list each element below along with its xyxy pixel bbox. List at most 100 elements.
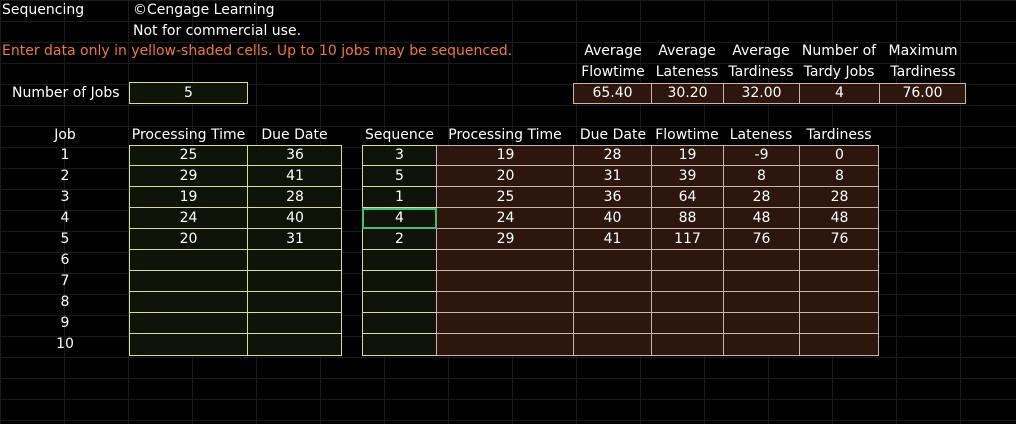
job-number: 4 xyxy=(60,210,70,226)
output-proc-cell[interactable]: 25 xyxy=(437,187,574,208)
output-proc-cell[interactable] xyxy=(437,271,574,292)
output-proc-cell[interactable]: 20 xyxy=(437,166,574,187)
avg-flowtime-value[interactable]: 65.40 xyxy=(573,83,652,104)
avg-lateness-value[interactable]: 30.20 xyxy=(651,83,724,104)
num-jobs-input[interactable]: 5 xyxy=(129,82,248,104)
output-due-cell[interactable] xyxy=(574,292,651,313)
input-proc-cell[interactable] xyxy=(129,250,248,271)
flowtime-cell[interactable] xyxy=(652,292,723,313)
input-proc-cell[interactable]: 25 xyxy=(129,145,248,166)
output-due-cell[interactable]: 40 xyxy=(574,208,651,229)
sequence-cell[interactable]: 4 xyxy=(362,208,437,229)
output-proc-cell[interactable] xyxy=(437,292,574,313)
job-header: Job xyxy=(54,127,76,143)
output-due-cell[interactable] xyxy=(574,334,651,355)
sequence-cell[interactable] xyxy=(362,334,437,355)
flowtime-cell[interactable] xyxy=(652,334,723,355)
tardiness-cell[interactable] xyxy=(800,250,879,271)
lateness-cell[interactable] xyxy=(724,334,799,355)
sequence-cell[interactable]: 5 xyxy=(362,166,437,187)
max-tardiness-value[interactable]: 76.00 xyxy=(879,83,966,104)
tardiness-cell[interactable]: 76 xyxy=(800,229,879,250)
lateness-cell[interactable]: -9 xyxy=(724,145,799,166)
tardiness-cell[interactable]: 0 xyxy=(800,145,879,166)
job-number: 9 xyxy=(60,315,70,331)
flowtime-cell[interactable]: 88 xyxy=(652,208,723,229)
output-proc-cell[interactable] xyxy=(437,250,574,271)
flowtime-cell[interactable] xyxy=(652,271,723,292)
output-proc-cell[interactable] xyxy=(437,313,574,334)
flowtime-cell[interactable]: 19 xyxy=(652,145,723,166)
sequence-cell[interactable] xyxy=(362,313,437,334)
input-due-cell[interactable] xyxy=(248,292,342,313)
lateness-cell[interactable] xyxy=(724,313,799,334)
sequence-cell[interactable]: 1 xyxy=(362,187,437,208)
input-due-cell[interactable]: 31 xyxy=(248,229,342,250)
stat-header-line2: Tardiness xyxy=(728,64,794,80)
lateness-cell[interactable]: 76 xyxy=(724,229,799,250)
output-proc-cell[interactable] xyxy=(437,334,574,355)
tardiness-cell[interactable]: 28 xyxy=(800,187,879,208)
input-proc-cell[interactable]: 24 xyxy=(129,208,248,229)
output-due-cell[interactable]: 31 xyxy=(574,166,651,187)
input-proc-header: Processing Time xyxy=(131,127,246,143)
input-proc-cell[interactable]: 20 xyxy=(129,229,248,250)
sequence-cell[interactable]: 3 xyxy=(362,145,437,166)
output-due-cell[interactable] xyxy=(574,313,651,334)
input-proc-cell[interactable] xyxy=(129,271,248,292)
output-due-cell[interactable]: 36 xyxy=(574,187,651,208)
tardiness-cell[interactable] xyxy=(800,292,879,313)
input-proc-cell[interactable] xyxy=(129,292,248,313)
output-due-cell[interactable] xyxy=(574,271,651,292)
stat-header-line1: Average xyxy=(732,43,790,59)
output-due-cell[interactable]: 41 xyxy=(574,229,651,250)
lateness-header: Lateness xyxy=(729,127,793,143)
input-proc-cell[interactable]: 19 xyxy=(129,187,248,208)
output-proc-cell[interactable]: 29 xyxy=(437,229,574,250)
output-divider xyxy=(573,145,574,356)
input-due-cell[interactable]: 40 xyxy=(248,208,342,229)
lateness-cell[interactable]: 8 xyxy=(724,166,799,187)
tardiness-cell[interactable] xyxy=(800,271,879,292)
input-due-cell[interactable]: 41 xyxy=(248,166,342,187)
lateness-cell[interactable]: 48 xyxy=(724,208,799,229)
output-due-cell[interactable]: 28 xyxy=(574,145,651,166)
output-proc-cell[interactable]: 24 xyxy=(437,208,574,229)
flowtime-cell[interactable]: 117 xyxy=(652,229,723,250)
input-due-cell[interactable] xyxy=(248,334,342,355)
flowtime-cell[interactable] xyxy=(652,313,723,334)
lateness-cell[interactable]: 28 xyxy=(724,187,799,208)
sequence-cell[interactable]: 2 xyxy=(362,229,437,250)
sequence-column-area xyxy=(362,145,437,356)
lateness-cell[interactable] xyxy=(724,292,799,313)
input-proc-cell[interactable] xyxy=(129,334,248,355)
flowtime-cell[interactable] xyxy=(652,250,723,271)
input-due-cell[interactable]: 36 xyxy=(248,145,342,166)
avg-tardiness-value[interactable]: 32.00 xyxy=(723,83,800,104)
sequence-cell[interactable] xyxy=(362,271,437,292)
stat-header-line1: Maximum xyxy=(888,43,958,59)
tardy-jobs-value[interactable]: 4 xyxy=(799,83,880,104)
tardiness-cell[interactable]: 8 xyxy=(800,166,879,187)
sequence-cell[interactable] xyxy=(362,292,437,313)
flowtime-cell[interactable]: 64 xyxy=(652,187,723,208)
output-proc-cell[interactable]: 19 xyxy=(437,145,574,166)
stat-header-line2: Tardiness xyxy=(890,64,956,80)
output-divider xyxy=(799,145,800,356)
sheet-title: Sequencing xyxy=(2,2,85,18)
tardiness-cell[interactable] xyxy=(800,334,879,355)
lateness-cell[interactable] xyxy=(724,250,799,271)
tardiness-cell[interactable] xyxy=(800,313,879,334)
input-proc-cell[interactable] xyxy=(129,313,248,334)
stat-header-line2: Flowtime xyxy=(581,64,645,80)
tardiness-cell[interactable]: 48 xyxy=(800,208,879,229)
lateness-cell[interactable] xyxy=(724,271,799,292)
output-due-cell[interactable] xyxy=(574,250,651,271)
input-due-cell[interactable] xyxy=(248,271,342,292)
sequence-cell[interactable] xyxy=(362,250,437,271)
input-due-cell[interactable] xyxy=(248,250,342,271)
input-proc-cell[interactable]: 29 xyxy=(129,166,248,187)
flowtime-cell[interactable]: 39 xyxy=(652,166,723,187)
input-due-cell[interactable] xyxy=(248,313,342,334)
input-due-cell[interactable]: 28 xyxy=(248,187,342,208)
